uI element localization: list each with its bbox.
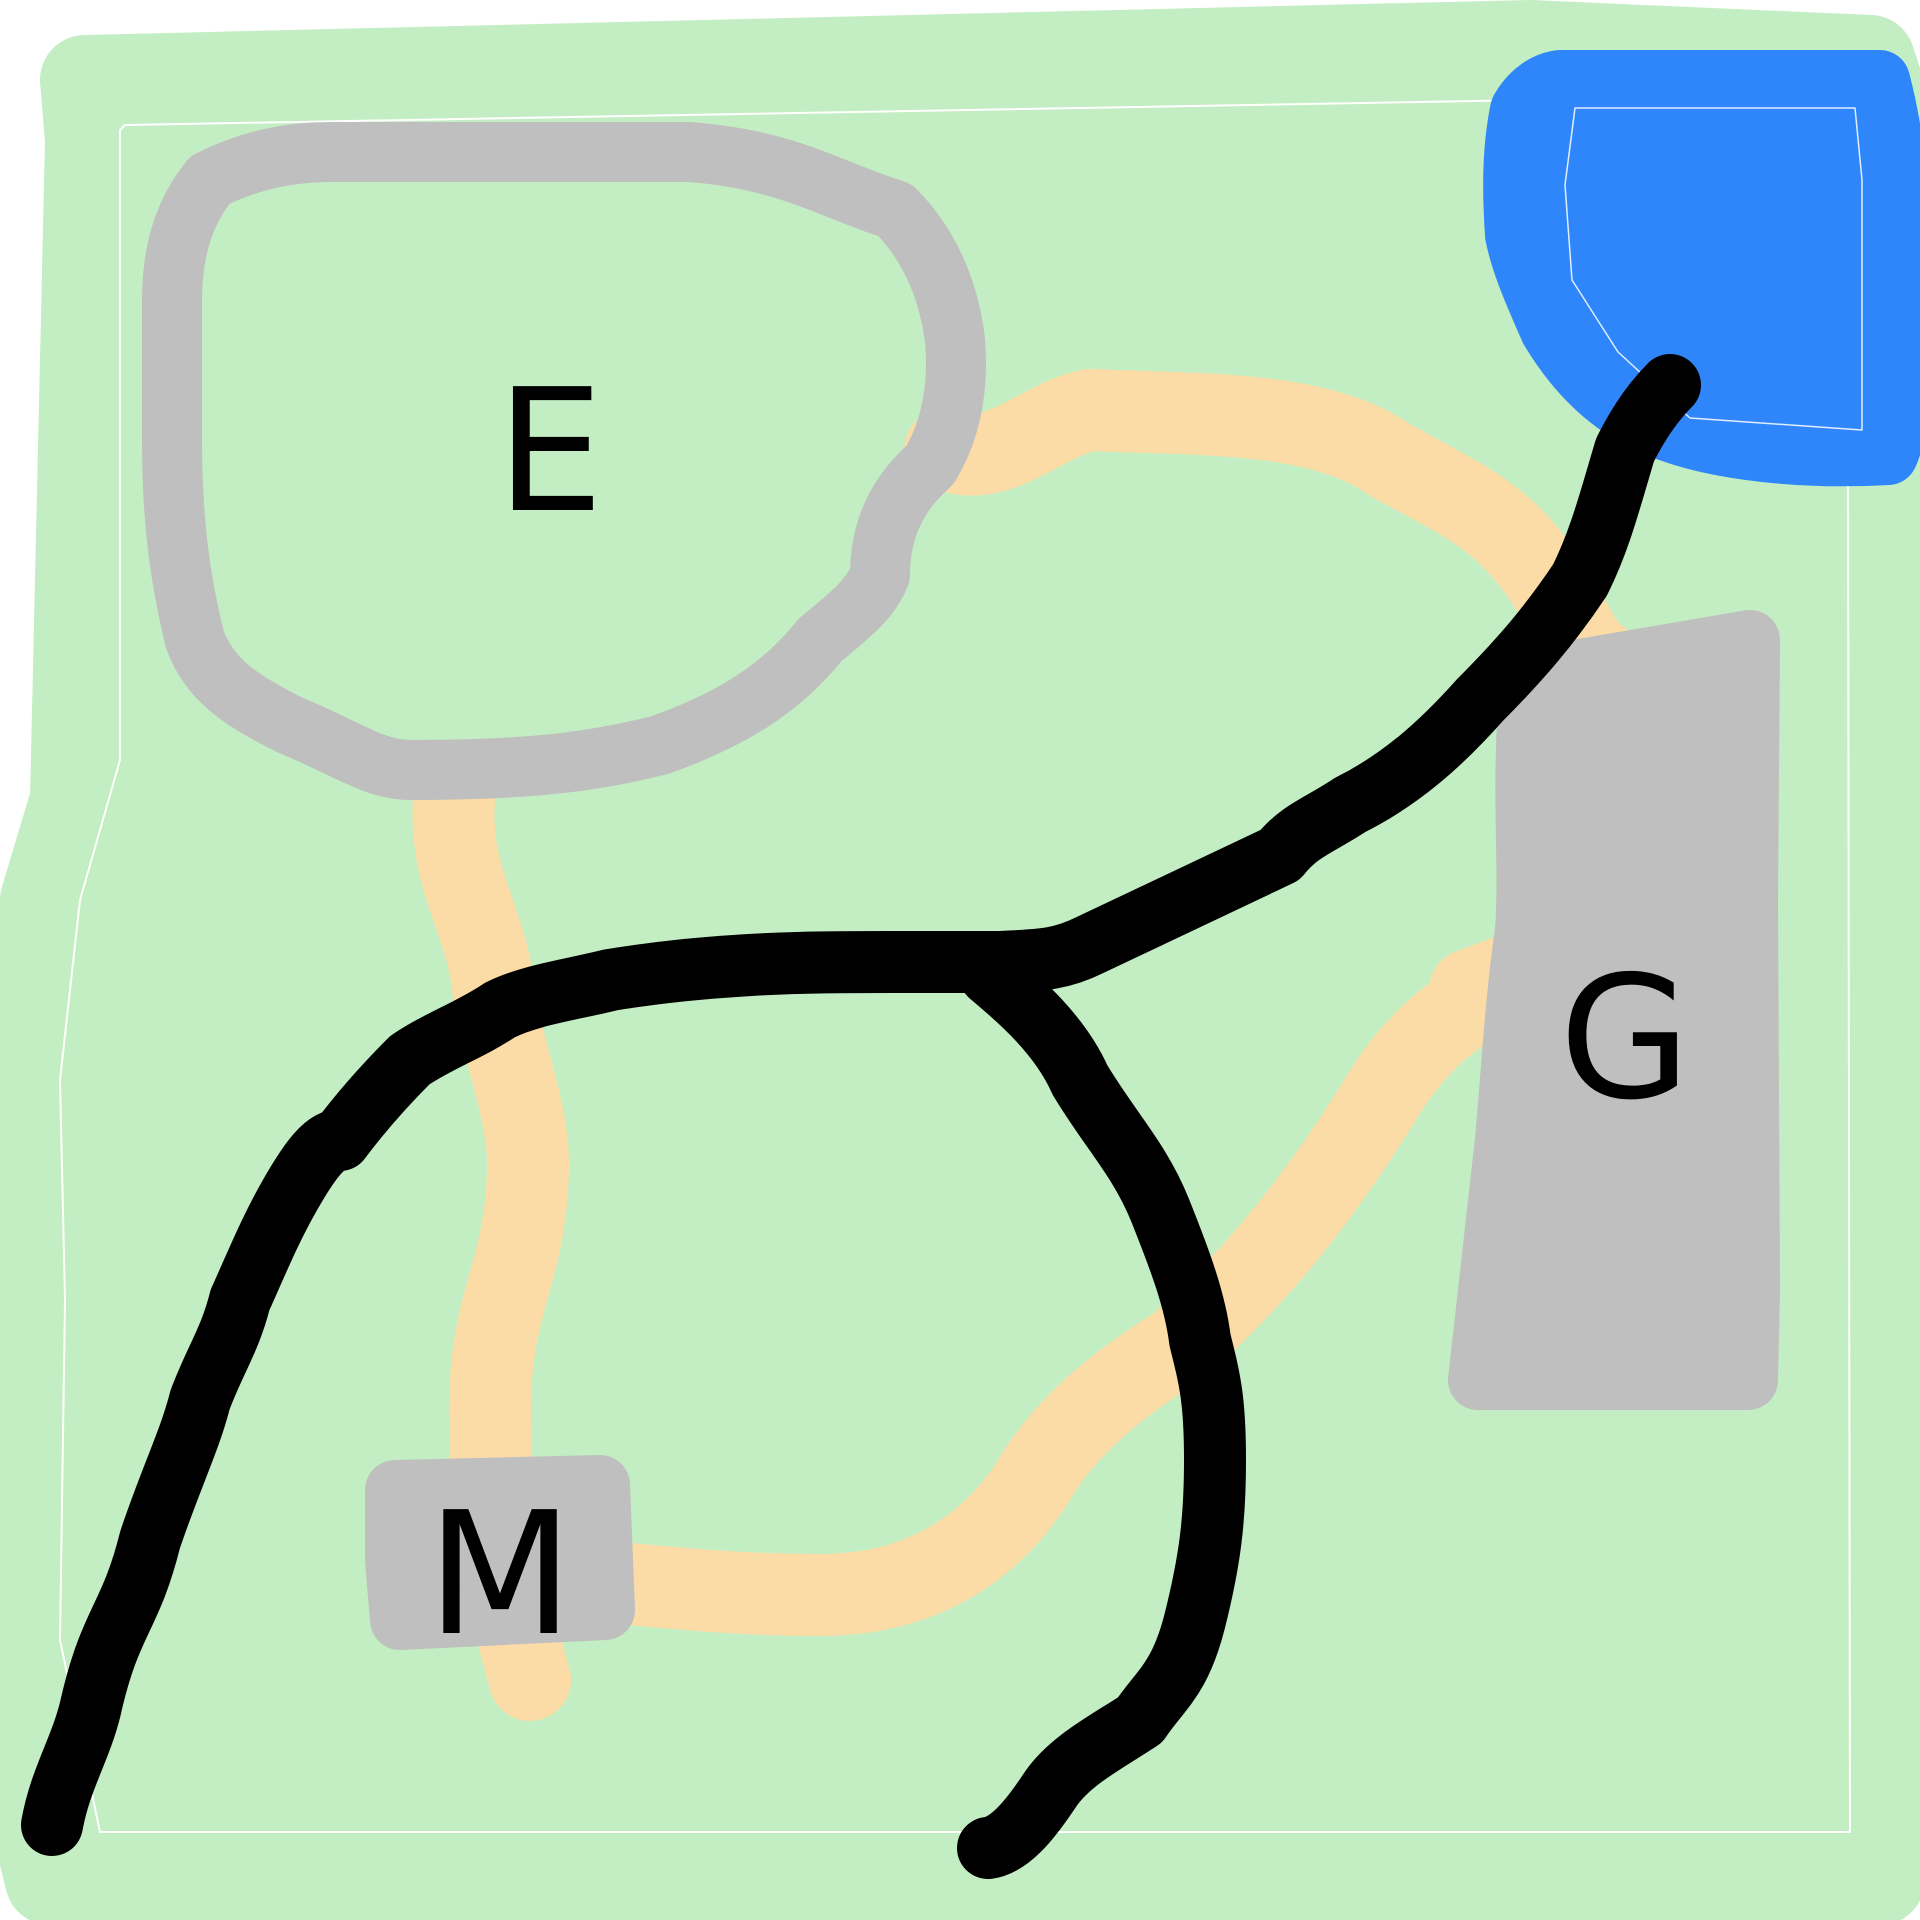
label-m: M: [427, 1476, 574, 1674]
building-g: [1448, 610, 1780, 1410]
label-e: E: [496, 353, 603, 551]
building-m: [365, 1455, 635, 1650]
road-south-branch: [957, 944, 1246, 1879]
building-e: [142, 122, 986, 800]
footpath-southeast: [519, 934, 1551, 1636]
road-main: [21, 354, 1701, 1856]
pond-inner-outline: [1564, 107, 1863, 431]
label-g: G: [1559, 940, 1691, 1138]
